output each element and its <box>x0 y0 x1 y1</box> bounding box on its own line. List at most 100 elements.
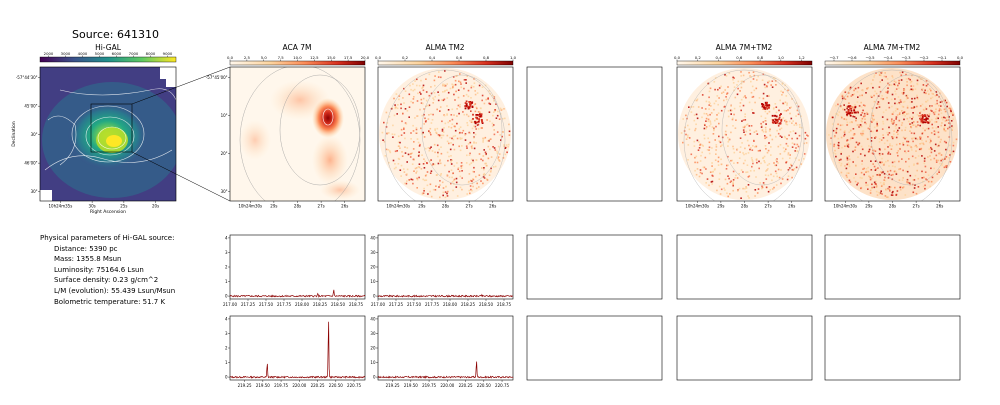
zoom-line-bottom <box>131 151 231 202</box>
x-tick-label: 219.50 <box>256 383 270 388</box>
empty-spectrum-panel <box>824 315 961 381</box>
x-tick-label: 220.75 <box>495 383 509 388</box>
aca-7m-panel: ACA 7M 0.0 2.5 5.0 7.5 10.0 12.5 15.0 17.5 20.0 … <box>206 43 370 209</box>
colorbar-tick-label: 0.0 <box>674 55 681 60</box>
empty-spectrum-panel <box>676 234 813 300</box>
aca-7m-title: ACA 7M <box>283 43 312 52</box>
colorbar-tick-label: −0.3 <box>901 55 911 60</box>
spectrum-line <box>377 361 514 379</box>
x-tick-label: 30s <box>89 204 96 209</box>
colorbar-tick-label: 5.0 <box>261 55 268 60</box>
alma-7m-tm2-x-ticks-a: 10h24m30s 29s 28s 27s 26s <box>685 201 795 209</box>
x-tick-label: 218.75 <box>497 302 511 307</box>
hi-gal-zoom-box <box>90 103 133 153</box>
x-tick-label: 219.75 <box>422 383 436 388</box>
x-tick-label: 218.25 <box>461 302 475 307</box>
alma-7m-tm2-colorbar-ticks-b: −0.7 −0.6 −0.5 −0.4 −0.3 −0.2 −0.1 0.0 <box>829 55 964 61</box>
page-title: Source: 641310 <box>72 28 159 41</box>
hi-gal-colorbar-ticks: 2000 3000 4000 5000 6000 7000 8000 9000 <box>44 51 173 57</box>
alma-7m-tm2-image-a <box>677 67 812 201</box>
x-tick-label: 217.25 <box>241 302 255 307</box>
hi-gal-colorbar <box>39 56 177 63</box>
hi-gal-image <box>40 67 176 201</box>
x-tick-label: 26s <box>936 204 943 209</box>
hi-gal-panel: Hi-GAL 2000 3000 4000 5000 6000 7000 8000 9000 <box>11 43 231 215</box>
hi-gal-parameters: Physical parameters of Hi-GAL source: Di… <box>40 233 175 307</box>
alma-7m-tm2-title-a: ALMA 7M+TM2 <box>716 43 773 52</box>
zoom-line-top <box>131 66 231 105</box>
y-tick-label: 30" <box>221 189 228 194</box>
colorbar-tick-label: 12.5 <box>310 55 319 60</box>
colorbar-tick-label: 3000 <box>61 51 71 56</box>
y-tick-label: 46'00" <box>24 161 37 166</box>
y-tick-label: 3 <box>225 331 228 336</box>
alma-7m-tm2-colorbar-ticks-a: 0.0 0.2 0.4 0.6 0.8 1.0 1.2 <box>674 55 805 61</box>
x-tick-label: 217.25 <box>389 302 403 307</box>
x-tick-label: 20s <box>152 204 159 209</box>
param-luminosity: Luminosity: 75164.6 Lsun <box>54 265 144 274</box>
y-tick-label: -57°44'30" <box>16 75 38 80</box>
x-tick-label: 10h24m30s <box>386 204 410 209</box>
x-tick-label: 220.00 <box>292 383 306 388</box>
x-tick-label: 28s <box>741 204 748 209</box>
alma-7m-tm2-colorbar-a <box>676 60 813 66</box>
x-tick-label: 217.00 <box>223 302 237 307</box>
colorbar-tick-label: −0.4 <box>883 55 893 60</box>
x-tick-label: 10h24m35s <box>49 204 73 209</box>
x-tick-label: 27s <box>318 204 325 209</box>
colorbar-tick-label: 0.4 <box>716 55 723 60</box>
hi-gal-frame <box>39 66 177 202</box>
y-tick-label: -57°45'00" <box>206 75 228 80</box>
param-mass: Mass: 1355.8 Msun <box>54 255 122 264</box>
y-tick-label: 30 <box>370 250 376 255</box>
x-tick-label: 217.50 <box>259 302 273 307</box>
y-tick-label: 30 <box>370 331 376 336</box>
alma-tm2-title: ALMA TM2 <box>425 43 464 52</box>
spectrum-alma-tm2-spw1: 217.00 217.25 217.50 217.75 218.00 218.25 218.… <box>370 234 514 307</box>
spectrum-frame <box>377 234 514 300</box>
x-tick-label: 217.75 <box>277 302 291 307</box>
colorbar-tick-label: −0.6 <box>847 55 857 60</box>
colorbar-tick-label: 1.0 <box>510 55 517 60</box>
x-tick-label: 26s <box>341 204 348 209</box>
x-tick-label: 27s <box>913 204 920 209</box>
alma-tm2-image <box>378 67 513 201</box>
empty-spectrum-panel <box>824 234 961 300</box>
empty-spectrum-panel <box>526 315 663 381</box>
param-lm-evolution: L/M (evolution): 55.439 Lsun/Msun <box>54 286 176 295</box>
empty-map-panel <box>526 66 663 202</box>
x-tick-label: 220.50 <box>477 383 491 388</box>
aca-7m-colorbar-ticks: 0.0 2.5 5.0 7.5 10.0 12.5 15.0 17.5 20.0 <box>227 55 370 61</box>
alma-7m-tm2-x-ticks-b: 10h24m30s 29s 28s 27s 26s <box>833 201 943 209</box>
x-tick-label: 219.50 <box>404 383 418 388</box>
param-surface-density: Surface density: 0.23 g/cm^2 <box>54 276 159 285</box>
empty-spectrum-panel <box>526 234 663 300</box>
colorbar-tick-label: −0.1 <box>937 55 947 60</box>
aca-7m-x-ticks: 10h24m30s 29s 28s 27s 26s <box>238 201 348 209</box>
y-tick-label: 0 <box>373 375 376 380</box>
colorbar-tick-label: 7000 <box>129 51 139 56</box>
x-tick-label: 29s <box>418 204 425 209</box>
x-tick-label: 29s <box>717 204 724 209</box>
y-tick-label: 10 <box>370 279 376 284</box>
colorbar-tick-label: 1.0 <box>778 55 785 60</box>
y-tick-label: 0 <box>225 375 228 380</box>
y-tick-label: 0 <box>373 294 376 299</box>
colorbar-tick-label: 15.0 <box>327 55 336 60</box>
colorbar-tick-label: 1.2 <box>799 55 806 60</box>
colorbar-tick-label: 0.8 <box>757 55 764 60</box>
aca-7m-image <box>230 67 365 201</box>
colorbar-tick-label: −0.5 <box>865 55 875 60</box>
colorbar-tick-label: 0.8 <box>483 55 490 60</box>
x-tick-label: 217.50 <box>407 302 421 307</box>
alma-7m-tm2-panel-b: ALMA 7M+TM2 −0.7 −0.6 −0.5 −0.4 −0.3 −0.2 −0.1… <box>824 43 964 209</box>
x-tick-label: 218.50 <box>479 302 493 307</box>
colorbar-tick-label: 0.0 <box>375 55 382 60</box>
spectrum-line <box>229 321 366 379</box>
param-bolometric-temperature: Bolometric temperature: 51.7 K <box>54 297 166 306</box>
x-tick-label: 218.00 <box>443 302 457 307</box>
y-tick-label: 40 <box>370 235 376 240</box>
spectrum-alma-tm2-spw2: 219.25 219.50 219.75 220.00 220.25 220.50 220.… <box>370 315 514 388</box>
alma-tm2-colorbar-ticks: 0.0 0.2 0.4 0.6 0.8 1.0 <box>375 55 517 61</box>
